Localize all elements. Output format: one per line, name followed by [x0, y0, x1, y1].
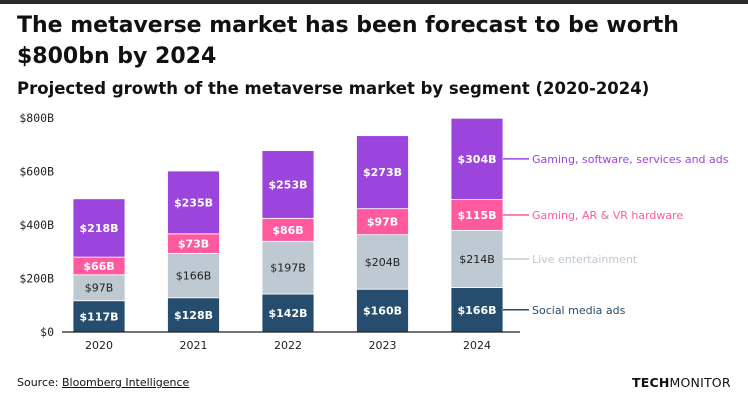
bar-data-label: $218B	[80, 222, 119, 235]
bar-segment	[450, 199, 504, 231]
bar-data-label: $66B	[83, 260, 114, 273]
brand-logo: TECHMONITOR	[632, 375, 731, 390]
stacked-bar-chart: $0 $200B $400B $600B $800B $117B $97B $66B $218B…	[19, 111, 729, 352]
bar-segment	[356, 135, 409, 210]
bar-segment	[450, 117, 504, 200]
bar-data-label: $253B	[269, 178, 308, 191]
legend-label: Gaming, software, services and ads	[532, 153, 729, 166]
bar-data-label: $128B	[174, 309, 213, 322]
brand-part-2: MONITOR	[669, 375, 731, 390]
bar-data-label: $73B	[178, 238, 209, 251]
y-tick-label: $200B	[19, 272, 54, 286]
bar-data-label: $166B	[458, 304, 497, 317]
x-tick-label: 2020	[85, 339, 113, 352]
bar-segment	[261, 293, 315, 333]
x-tick-label: 2024	[463, 339, 491, 352]
bar-segment	[167, 297, 220, 333]
bar-data-label: $86B	[272, 224, 303, 237]
bar-data-label: $204B	[365, 256, 401, 269]
bar-data-label: $166B	[176, 270, 212, 283]
chart-title: The metaverse market has been forecast t…	[17, 13, 679, 69]
y-tick-label: $800B	[19, 111, 54, 125]
bar-segment	[167, 252, 220, 299]
source-link[interactable]: Bloomberg Intelligence	[61, 376, 190, 389]
bar-data-label: $273B	[363, 166, 402, 179]
bar-segment	[72, 198, 126, 258]
bar-data-label: $115B	[458, 209, 497, 222]
bar-segment	[261, 150, 315, 219]
bar-segment	[167, 170, 220, 235]
y-tick-label: $0	[40, 325, 54, 339]
bar-data-label: $160B	[363, 305, 402, 318]
bar-data-label: $142B	[269, 307, 308, 320]
bar-data-label: $197B	[270, 262, 306, 275]
brand-part-1: TECH	[632, 375, 670, 390]
bar-segment	[261, 240, 315, 295]
y-tick-label: $600B	[19, 165, 54, 179]
legend-label: Gaming, AR & VR hardware	[532, 209, 683, 222]
bar-data-label: $214B	[459, 253, 495, 266]
top-rule	[0, 0, 748, 4]
legend-label: Social media ads	[532, 304, 626, 317]
x-tick-label: 2021	[180, 339, 208, 352]
x-tick-label: 2022	[274, 339, 302, 352]
bar-segment	[72, 274, 126, 302]
x-tick-label: 2023	[369, 339, 397, 352]
bar-segment	[356, 208, 409, 236]
bar-data-label: $304B	[458, 153, 497, 166]
bar-segment	[450, 229, 504, 288]
bar-data-label: $235B	[174, 196, 213, 209]
chart-subtitle: Projected growth of the metaverse market…	[17, 79, 650, 98]
bar-segment	[72, 300, 126, 333]
source-prefix: Source:	[17, 376, 62, 389]
y-tick-label: $400B	[19, 218, 54, 232]
source-note: Source: Bloomberg Intelligence	[17, 376, 189, 389]
bar-data-label: $97B	[367, 216, 398, 229]
legend-label: Live entertainment	[532, 253, 638, 266]
bar-data-label: $97B	[85, 282, 114, 295]
bar-data-label: $117B	[80, 310, 119, 323]
